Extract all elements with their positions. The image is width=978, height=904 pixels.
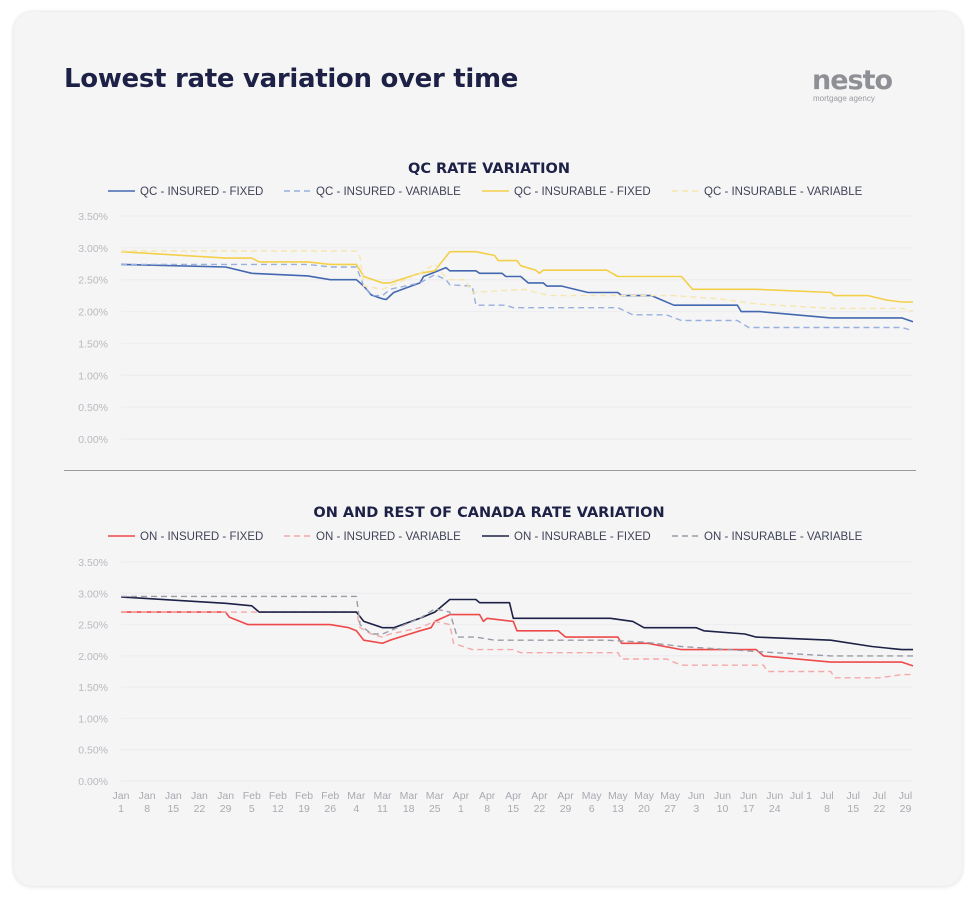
legend-label: QC - INSURED - FIXED [140, 186, 263, 198]
chart-title: QC RATE VARIATION [408, 161, 570, 177]
x-tick-label: Apr 1 [453, 790, 470, 815]
series-line [121, 263, 914, 332]
series-line [120, 250, 913, 303]
x-tick-label: Feb 26 [321, 790, 339, 815]
x-tick-label: Apr 29 [557, 790, 574, 815]
x-tick-label: Mar 4 [347, 790, 366, 815]
page-title: Lowest rate variation over time [64, 64, 519, 94]
series-line [120, 596, 913, 651]
nesto-logo: nesto mortgage agency [812, 65, 894, 103]
legend-label: ON - INSURABLE - VARIABLE [704, 531, 863, 543]
x-tick-label: Mar 18 [400, 790, 419, 815]
x-tick-label: Feb 5 [243, 790, 261, 815]
x-tick-label: May 13 [608, 790, 629, 815]
y-tick-label: 1.50% [78, 682, 108, 694]
x-tick-label: Jun 10 [714, 790, 731, 815]
x-tick-label: Jan 1 [113, 790, 130, 815]
y-tick-label: 1.00% [78, 713, 108, 725]
legend-label: ON - INSURED - FIXED [140, 531, 263, 543]
x-tick-label: Jun 3 [688, 790, 705, 815]
x-tick-label: Mar 25 [426, 790, 445, 815]
y-tick-label: 2.50% [78, 275, 108, 287]
y-tick-label: 1.00% [78, 370, 108, 382]
x-tick-label: Apr 8 [479, 790, 496, 815]
legend-label: QC - INSURABLE - VARIABLE [704, 186, 863, 198]
y-tick-label: 2.00% [78, 651, 108, 663]
chart-title: ON AND REST OF CANADA RATE VARIATION [313, 505, 664, 521]
x-tick-label: Apr 22 [531, 790, 548, 815]
series-line [120, 263, 914, 323]
on-rate-chart: ON AND REST OF CANADA RATE VARIATION ON -… [78, 505, 914, 815]
x-tick-label: Jul 1 [790, 790, 812, 802]
y-tick-label: 2.00% [78, 307, 108, 319]
x-tick-label: Jan 22 [191, 790, 208, 815]
legend-label: QC - INSURABLE - FIXED [514, 186, 651, 198]
y-tick-label: 3.50% [78, 211, 108, 223]
x-tick-label: Feb 12 [269, 790, 287, 815]
x-tick-label: Jun 24 [766, 790, 783, 815]
x-tick-label: Jul 29 [899, 790, 912, 815]
y-tick-label: 2.50% [78, 620, 108, 632]
y-tick-label: 0.50% [78, 402, 108, 414]
y-tick-label: 3.00% [78, 588, 108, 600]
series-line [121, 611, 913, 679]
legend-label: ON - INSURED - VARIABLE [316, 531, 461, 543]
x-tick-label: Feb 19 [295, 790, 313, 815]
y-tick-label: 3.00% [78, 243, 108, 255]
series-line [121, 611, 914, 667]
y-tick-label: 0.00% [78, 434, 108, 446]
x-tick-label: May 27 [660, 790, 681, 815]
x-tick-label: Jul 15 [847, 790, 860, 815]
x-tick-label: Jan 15 [165, 790, 182, 815]
x-tick-label: Mar 11 [373, 790, 392, 815]
x-tick-label: May 20 [634, 790, 655, 815]
y-tick-label: 1.50% [78, 338, 108, 350]
qc-rate-chart: QC RATE VARIATION QC - INSURED - FIXED QC … [78, 161, 914, 446]
x-tick-label: Jan 8 [139, 790, 156, 815]
x-tick-label: Jun 17 [740, 790, 757, 815]
logo-word: nesto [812, 65, 893, 96]
y-tick-label: 3.50% [78, 557, 108, 569]
x-tick-label: May 6 [582, 790, 603, 815]
logo-tagline: mortgage agency [813, 94, 875, 103]
section-divider [64, 470, 916, 471]
series-line [121, 250, 914, 313]
y-tick-label: 0.00% [78, 776, 108, 788]
legend-label: ON - INSURABLE - FIXED [514, 531, 651, 543]
chart-card [14, 12, 962, 886]
x-tick-label: Apr 15 [505, 790, 522, 815]
legend-label: QC - INSURED - VARIABLE [316, 186, 461, 198]
x-tick-label: Jul 22 [873, 790, 886, 815]
x-tick-label: Jul 8 [820, 790, 833, 815]
x-tick-label: Jan 29 [217, 790, 234, 815]
y-tick-label: 0.50% [78, 745, 108, 757]
